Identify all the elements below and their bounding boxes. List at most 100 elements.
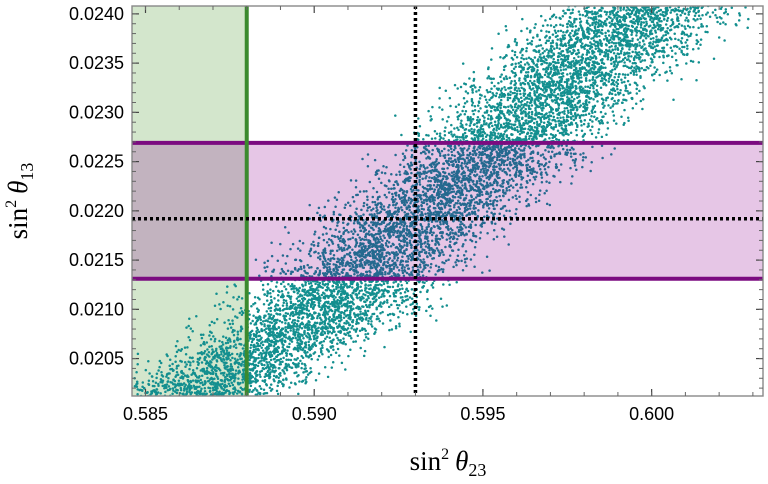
data-point: [610, 57, 613, 61]
data-point: [236, 338, 240, 341]
data-point: [485, 176, 488, 180]
data-point: [448, 283, 451, 287]
data-point: [520, 103, 523, 106]
data-point: [501, 92, 505, 96]
data-point: [188, 388, 191, 392]
data-point: [388, 328, 391, 332]
data-point: [580, 124, 583, 127]
data-point: [506, 98, 510, 102]
data-point: [234, 343, 237, 346]
data-point: [307, 252, 311, 256]
data-point: [554, 123, 558, 126]
data-point: [387, 305, 391, 309]
data-point: [496, 184, 499, 187]
data-point: [300, 362, 304, 365]
data-point: [289, 247, 292, 251]
data-point: [269, 306, 273, 310]
data-point: [433, 225, 436, 229]
data-point: [552, 57, 555, 61]
data-point: [537, 49, 541, 52]
data-point: [525, 49, 528, 53]
data-point: [462, 224, 466, 227]
data-point: [470, 137, 474, 140]
data-point: [340, 361, 344, 365]
data-point: [476, 202, 480, 206]
data-point: [548, 160, 551, 164]
data-point: [306, 294, 310, 297]
data-point: [364, 333, 367, 336]
data-point: [440, 200, 444, 203]
data-point: [444, 126, 447, 129]
data-point: [561, 15, 565, 18]
data-point: [505, 189, 509, 192]
data-point: [671, 20, 675, 24]
data-point: [189, 364, 192, 367]
data-point: [265, 361, 268, 364]
data-point: [385, 184, 388, 188]
data-point: [270, 298, 273, 302]
data-point: [348, 330, 351, 334]
data-point: [259, 318, 263, 321]
data-point: [289, 300, 293, 303]
data-point: [688, 26, 692, 29]
data-point: [624, 16, 628, 20]
data-point: [545, 48, 548, 51]
data-point: [495, 203, 499, 207]
data-point: [362, 201, 366, 205]
data-point: [528, 79, 532, 83]
data-point: [468, 129, 471, 132]
data-point: [654, 70, 658, 74]
data-point: [151, 380, 155, 383]
data-point: [562, 31, 565, 34]
data-point: [599, 121, 602, 125]
data-point: [366, 332, 370, 335]
data-point: [249, 330, 253, 334]
data-point: [444, 189, 447, 192]
data-point: [362, 354, 366, 358]
data-point: [366, 195, 369, 199]
data-point: [684, 41, 687, 44]
data-point: [364, 286, 367, 290]
data-point: [303, 269, 306, 273]
data-point: [546, 145, 549, 149]
data-point: [289, 358, 293, 362]
data-point: [435, 185, 438, 189]
data-point: [511, 49, 514, 53]
data-point: [213, 339, 216, 343]
data-point: [600, 65, 603, 68]
data-point: [471, 89, 474, 92]
data-point: [290, 321, 294, 324]
data-point: [269, 295, 273, 298]
data-point: [600, 93, 603, 96]
data-point: [467, 147, 470, 150]
data-point: [136, 352, 140, 356]
data-point: [534, 113, 537, 117]
data-point: [293, 358, 296, 361]
data-point: [662, 46, 666, 50]
data-point: [226, 327, 230, 330]
data-point: [401, 269, 404, 272]
data-point: [466, 149, 469, 152]
data-point: [444, 89, 448, 92]
data-point: [532, 121, 536, 125]
data-point: [430, 117, 433, 121]
data-point: [347, 244, 351, 248]
data-point: [358, 296, 362, 299]
data-point: [355, 306, 358, 310]
data-point: [498, 194, 501, 198]
data-point: [490, 87, 493, 90]
data-point: [407, 257, 410, 260]
data-point: [516, 107, 520, 110]
data-point: [536, 152, 540, 156]
data-point: [362, 213, 365, 216]
data-point: [295, 366, 298, 369]
data-point: [191, 379, 195, 382]
data-point: [144, 368, 148, 372]
data-point: [256, 364, 260, 368]
data-point: [481, 271, 484, 274]
data-point: [494, 145, 498, 149]
data-point: [316, 266, 319, 270]
data-point: [466, 166, 470, 170]
data-point: [326, 375, 330, 379]
data-point: [683, 33, 686, 36]
